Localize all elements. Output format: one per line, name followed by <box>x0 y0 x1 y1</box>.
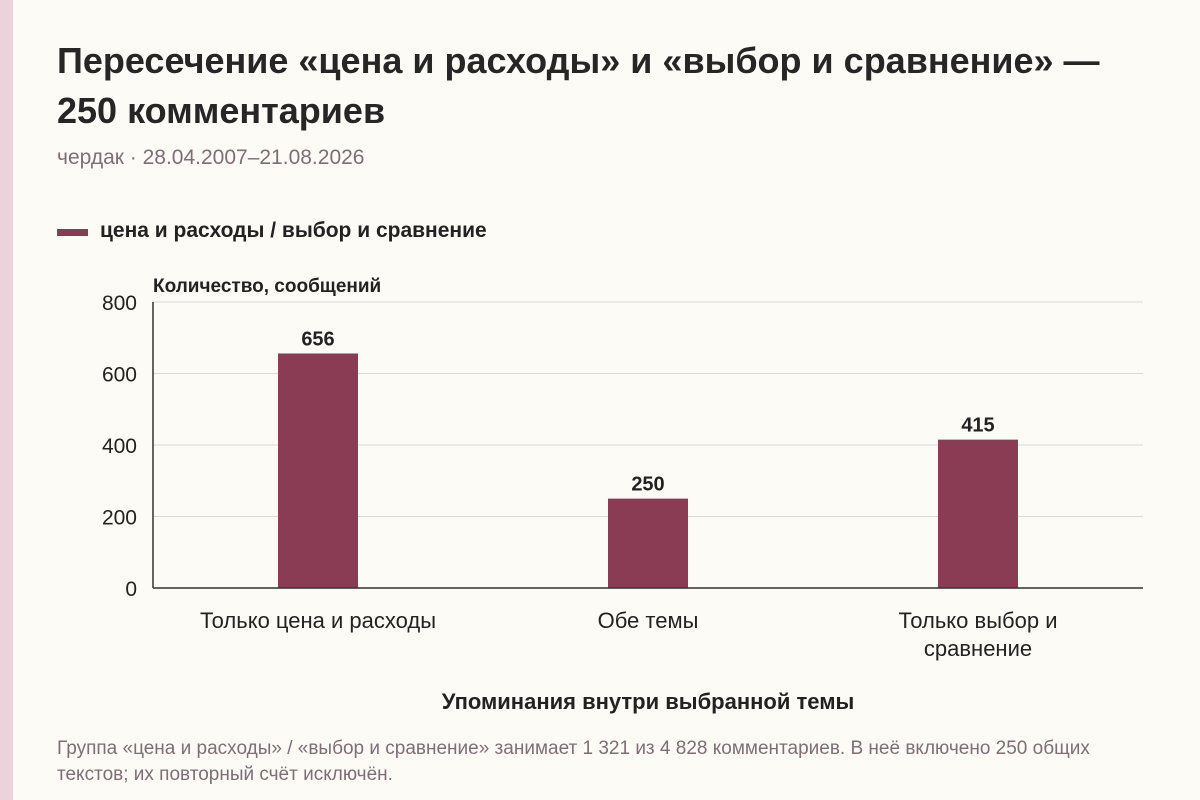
y-axis-label: Количество, сообщений <box>153 276 381 297</box>
legend: цена и расходы / выбор и сравнение <box>57 219 487 243</box>
y-tick-label: 400 <box>102 435 137 458</box>
y-tick-label: 600 <box>102 364 137 387</box>
x-tick-label: Только цена и расходы <box>200 608 436 633</box>
x-tick-labels: Только цена и расходы Обе темы Только выбо… <box>200 608 1058 661</box>
data-labels: 656 250 415 <box>301 328 994 495</box>
data-label: 250 <box>631 474 664 496</box>
bar <box>938 439 1018 588</box>
x-tick-label: сравнение <box>924 636 1032 661</box>
x-tick-label: Только выбор и <box>899 608 1058 633</box>
data-label: 656 <box>301 328 334 350</box>
y-tick-labels: 0 200 400 600 800 <box>102 292 137 601</box>
y-tick-label: 800 <box>102 292 137 315</box>
chart-caption: Группа «цена и расходы» / «выбор и сравн… <box>57 738 1090 785</box>
x-axis-label: Упоминания внутри выбранной темы <box>442 689 855 714</box>
chart-subtitle: чердак · 28.04.2007–21.08.2026 <box>57 146 365 169</box>
legend-label: цена и расходы / выбор и сравнение <box>100 219 487 242</box>
bar <box>608 498 688 588</box>
bar <box>278 353 358 588</box>
data-label: 415 <box>961 415 994 437</box>
y-tick-label: 0 <box>125 578 137 601</box>
bars <box>278 353 1018 588</box>
x-tick-label: Обе темы <box>598 608 699 633</box>
y-tick-label: 200 <box>102 507 137 530</box>
left-accent-stripe <box>0 0 13 800</box>
legend-swatch <box>57 229 88 236</box>
chart-title: Пересечение «цена и расходы» и «выбор и … <box>57 40 1100 131</box>
